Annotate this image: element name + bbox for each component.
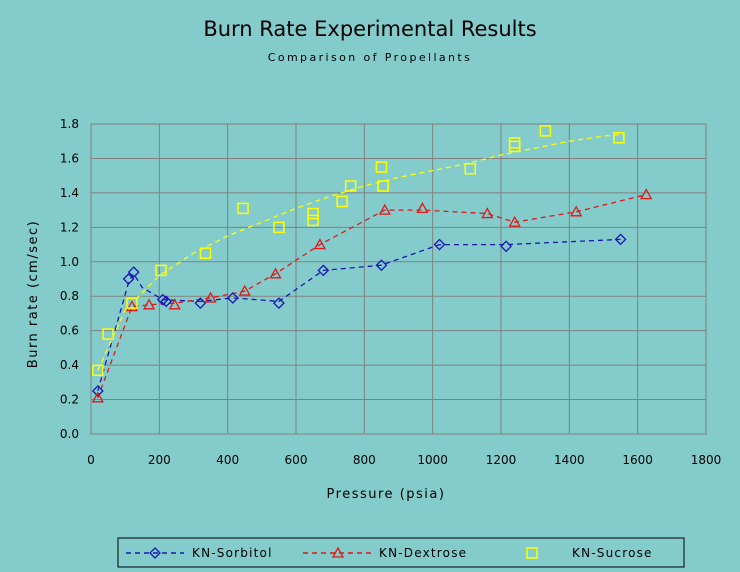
x-tick-label: 400 [216, 453, 239, 467]
trend-line-kn-sorbitol [97, 238, 621, 392]
legend-label-kn-dextrose: KN-Dextrose [379, 546, 467, 560]
legend-label-kn-sorbitol: KN-Sorbitol [192, 546, 273, 560]
data-point-kn-dextrose [640, 188, 653, 200]
data-point-kn-sucrose [375, 161, 388, 173]
data-point-kn-dextrose [481, 207, 494, 219]
data-point-kn-sorbitol [375, 259, 388, 272]
data-point-kn-sorbitol [91, 385, 104, 397]
data-point-kn-sucrose [508, 137, 521, 149]
y-tick-label: 0.2 [60, 393, 79, 407]
legend-symbol [331, 546, 345, 558]
data-point-kn-dextrose [508, 215, 521, 227]
data-point-kn-sucrose [307, 207, 319, 220]
y-tick-label: 0.4 [60, 358, 79, 372]
x-tick-label: 1400 [554, 453, 585, 467]
data-point-kn-sucrose [273, 221, 285, 234]
y-tick-label: 1.2 [60, 220, 79, 234]
x-tick-label: 200 [148, 453, 171, 467]
data-point-kn-sorbitol [127, 266, 140, 279]
data-point-kn-sorbitol [122, 273, 135, 285]
data-point-kn-sucrose [237, 202, 249, 215]
data-point-kn-sorbitol [160, 295, 173, 308]
data-point-kn-dextrose [416, 202, 429, 214]
data-point-kn-dextrose [378, 203, 391, 215]
x-tick-label: 1000 [417, 453, 448, 467]
x-tick-label: 1600 [622, 453, 653, 467]
x-tick-label: 1800 [691, 453, 722, 467]
legend-marker-kn-dextrose [331, 546, 345, 558]
data-point-kn-dextrose [91, 391, 104, 403]
data-point-kn-dextrose [269, 267, 282, 279]
legend-marker-kn-sorbitol [149, 547, 161, 559]
data-point-kn-sucrose [377, 180, 389, 192]
data-point-kn-dextrose [142, 298, 156, 310]
x-tick-label: 1200 [486, 453, 517, 467]
legend-box [117, 537, 685, 568]
y-tick-label: 0.8 [60, 289, 79, 303]
x-tick-label: 600 [285, 453, 308, 467]
data-point-kn-sorbitol [500, 240, 513, 253]
y-tick-label: 0.0 [60, 427, 79, 441]
data-point-kn-sucrose [539, 125, 552, 137]
y-tick-label: 1.8 [60, 117, 79, 131]
data-point-kn-sorbitol [194, 297, 207, 310]
y-tick-label: 1.4 [60, 186, 79, 200]
y-tick-label: 1.0 [60, 255, 79, 269]
y-axis-label: Burn rate (cm/sec) [26, 220, 41, 368]
y-tick-label: 1.6 [60, 151, 79, 165]
plot-area [90, 123, 707, 435]
data-point-kn-dextrose [204, 291, 217, 303]
chart-title: Burn Rate Experimental Results [203, 17, 536, 41]
data-point-kn-dextrose [238, 284, 251, 296]
chart-subtitle: Comparison of Propellants [268, 51, 473, 64]
data-point-kn-sucrose [199, 247, 212, 259]
y-tick-label: 0.6 [60, 324, 79, 338]
data-point-kn-sucrose [336, 195, 348, 208]
data-point-kn-sucrose [344, 180, 357, 192]
data-point-kn-sorbitol [226, 292, 239, 304]
data-point-kn-sucrose [464, 163, 476, 175]
data-point-kn-sorbitol [614, 233, 627, 246]
legend-label-kn-sucrose: KN-Sucrose [572, 546, 653, 560]
legend-symbol [526, 547, 538, 559]
data-point-kn-sucrose [102, 328, 114, 340]
data-point-kn-dextrose [313, 238, 327, 250]
legend-symbol [149, 547, 161, 559]
data-point-kn-sucrose [613, 132, 625, 144]
data-point-kn-dextrose [570, 205, 583, 217]
data-point-kn-sucrose [155, 264, 167, 277]
x-tick-label: 800 [353, 453, 376, 467]
data-point-kn-sorbitol [433, 238, 446, 251]
data-point-kn-sucrose [307, 214, 319, 227]
trend-line-kn-sucrose [97, 133, 625, 371]
data-point-kn-sorbitol [272, 297, 285, 310]
data-point-kn-sorbitol [317, 264, 330, 277]
data-point-kn-sorbitol [156, 293, 169, 306]
data-point-kn-sucrose [126, 297, 138, 309]
data-point-kn-dextrose [125, 300, 139, 312]
x-tick-label: 0 [87, 453, 95, 467]
legend: KN-Sorbitol KN-Dextrose KN-Sucrose [117, 537, 685, 568]
legend-marker-kn-sucrose [526, 547, 538, 559]
data-point-kn-sucrose [92, 364, 104, 377]
data-point-kn-dextrose [168, 298, 181, 310]
x-axis-label: Pressure (psia) [327, 487, 446, 502]
trend-line-kn-dextrose [97, 193, 647, 399]
